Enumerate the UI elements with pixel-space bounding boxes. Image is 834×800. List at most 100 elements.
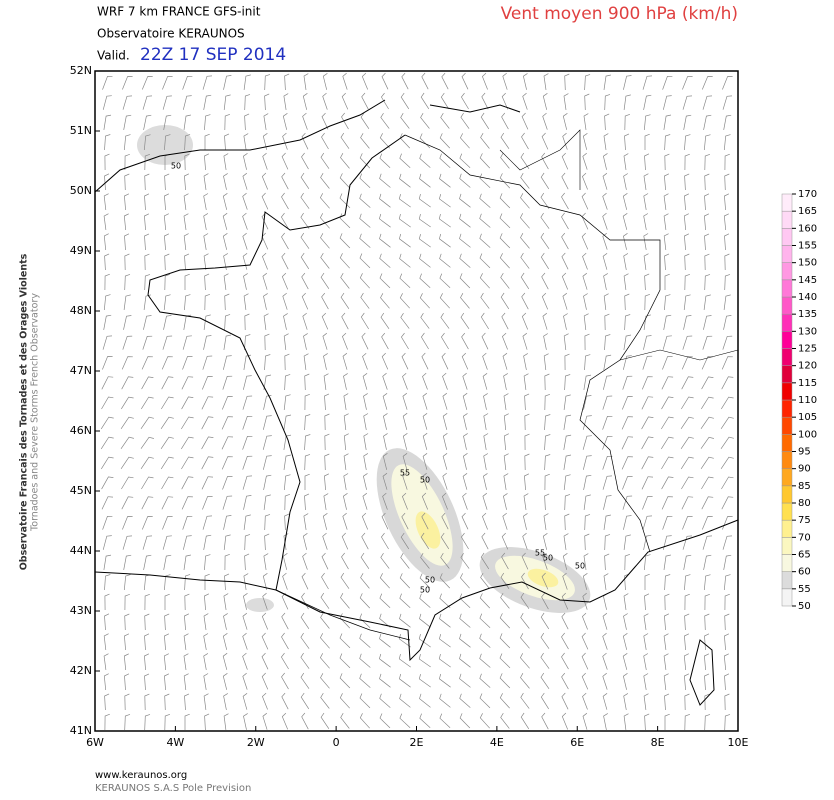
map-title: Vent moyen 900 hPa (km/h) (501, 4, 738, 24)
colorbar-label: 85 (798, 481, 811, 492)
colorbar-swatch (781, 519, 793, 538)
y-tick-label: 47N (70, 364, 92, 377)
coast-west (94, 134, 406, 591)
colorbar-swatch (781, 279, 793, 298)
y-tick-label: 51N (70, 124, 92, 137)
colorbar-swatch (781, 537, 793, 555)
colorbar-swatch (781, 313, 793, 332)
colorbar-swatch (781, 502, 793, 521)
contour-label: 50 (543, 554, 553, 563)
colorbar-label: 100 (798, 429, 817, 440)
contour-label: 55 (535, 549, 545, 558)
colorbar-swatch (781, 434, 793, 452)
colorbar-swatch (781, 228, 793, 246)
border-spain (275, 589, 411, 641)
colorbar-label: 130 (798, 326, 817, 337)
model-label: WRF 7 km FRANCE GFS-init (97, 5, 261, 19)
side-text: Observatoire Francais des Tornades et de… (19, 253, 30, 570)
border-swiss (619, 349, 739, 361)
colorbar-label: 170 (798, 189, 817, 200)
x-tick-label: 6E (570, 736, 584, 749)
colorbar-swatch (781, 399, 793, 418)
colorbar-swatch (781, 554, 793, 572)
y-tick-label: 49N (70, 244, 92, 257)
colorbar-label: 115 (798, 378, 817, 389)
colorbar-swatch (781, 245, 793, 263)
x-tick-label: 4W (166, 736, 184, 749)
colorbar-swatch (781, 468, 793, 487)
colorbar-label: 75 (798, 515, 811, 526)
x-tick-label: 10E (728, 736, 749, 749)
observatory-label: Observatoire KERAUNOS (97, 27, 245, 41)
colorbar-label: 135 (798, 309, 817, 320)
x-tick-label: 2W (247, 736, 265, 749)
x-tick-label: 8E (651, 736, 665, 749)
corsica (689, 639, 715, 706)
contour-label: 50 (420, 586, 430, 595)
colorbar-swatch (781, 382, 793, 401)
colorbar-swatch (781, 296, 793, 315)
coastlines (94, 99, 739, 706)
y-tick-label: 46N (70, 424, 92, 437)
colorbar-label: 155 (798, 241, 817, 252)
coast-north (429, 104, 521, 113)
colorbar-label: 60 (798, 567, 811, 578)
colorbar-label: 55 (798, 584, 811, 595)
y-tick-label: 50N (70, 184, 92, 197)
colorbar-swatch (781, 262, 793, 281)
contour-label: 50 (425, 576, 435, 585)
colorbar-swatch (781, 485, 793, 504)
coast-south (275, 519, 739, 662)
shade (246, 598, 274, 612)
colorbar-label: 80 (798, 498, 811, 509)
colorbar-swatch (781, 365, 793, 384)
colorbar-swatch (781, 588, 793, 607)
map-frame (94, 70, 739, 732)
colorbar-label: 50 (798, 601, 811, 612)
shade (415, 511, 441, 549)
coast-england (94, 99, 386, 193)
y-tick-label: 43N (70, 604, 92, 617)
colorbar-label: 165 (798, 206, 817, 217)
y-tick-label: 42N (70, 664, 92, 677)
colorbar-label: 150 (798, 258, 817, 269)
colorbar-label: 160 (798, 223, 817, 234)
wind-barbs (100, 72, 734, 731)
colorbar-swatch (781, 571, 793, 590)
border-east (404, 134, 661, 553)
x-tick-label: 2E (410, 736, 424, 749)
colorbar-label: 90 (798, 464, 811, 475)
side-text: Tornadoes and Severe Storms French Obser… (30, 293, 41, 532)
contour-label: 50 (575, 562, 585, 571)
colorbar-label: 140 (798, 292, 817, 303)
y-tick-label: 48N (70, 304, 92, 317)
contour-label: 55 (400, 469, 410, 478)
valid-time: 22Z 17 SEP 2014 (140, 45, 286, 65)
x-tick-label: 6W (86, 736, 104, 749)
contour-label: 50 (171, 162, 181, 171)
colorbar-label: 65 (798, 550, 811, 561)
wind-shading (137, 125, 591, 613)
y-tick-label: 44N (70, 544, 92, 557)
y-tick-label: 41N (70, 724, 92, 737)
footer-url: www.keraunos.org (95, 770, 187, 781)
colorbar-swatch (781, 210, 793, 229)
y-tick-label: 45N (70, 484, 92, 497)
colorbar-swatch (781, 451, 793, 469)
colorbar-label: 120 (798, 361, 817, 372)
contour-label: 50 (420, 476, 430, 485)
colorbar-label: 70 (798, 532, 811, 543)
colorbar-label: 145 (798, 275, 817, 286)
colorbar-label: 110 (798, 395, 817, 406)
colorbar-swatch (781, 348, 793, 366)
footer-company: KERAUNOS S.A.S Pole Prevision (95, 783, 251, 794)
colorbar-label: 125 (798, 344, 817, 355)
colorbar-label: 105 (798, 412, 817, 423)
colorbar-swatch (781, 416, 793, 435)
colorbar-label: 95 (798, 447, 811, 458)
x-tick-label: 4E (490, 736, 504, 749)
colorbar-swatch (781, 193, 793, 212)
x-tick-label: 0 (333, 736, 340, 749)
